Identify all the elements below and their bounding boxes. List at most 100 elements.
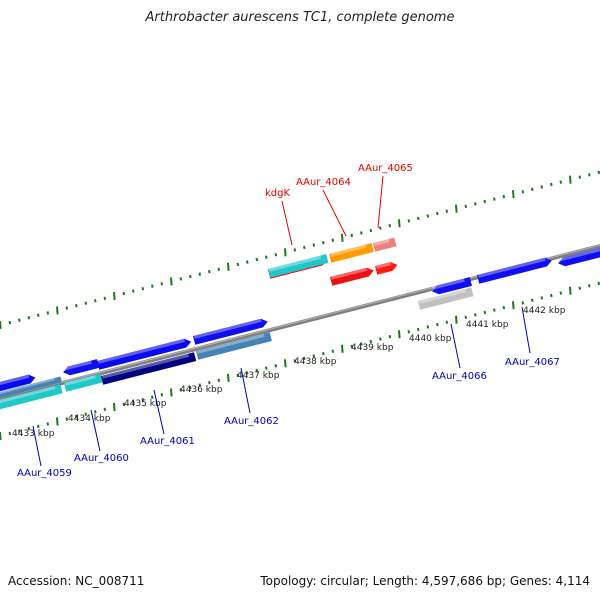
scale-tick xyxy=(170,388,173,397)
scale-tick xyxy=(569,286,572,295)
scale-tick xyxy=(512,190,515,199)
scale-tick xyxy=(94,299,97,303)
scale-tick xyxy=(398,330,401,339)
scale-tick xyxy=(360,231,363,235)
scale-tick xyxy=(122,291,126,296)
gene-label-aaur-4059[interactable]: AAur_4059 xyxy=(17,468,72,479)
scale-tick xyxy=(208,381,211,385)
gene-label-aaur-4067[interactable]: AAur_4067 xyxy=(505,357,560,368)
gene-region-aaur-4062[interactable] xyxy=(196,332,272,360)
genome-summary-text: Topology: circular; Length: 4,597,686 bp… xyxy=(260,574,590,588)
kbp-label: 4437 kbp xyxy=(237,371,280,381)
scale-tick xyxy=(322,351,325,356)
gene-feature-kdgk-region[interactable] xyxy=(268,254,329,278)
scale-tick xyxy=(369,339,373,344)
scale-tick xyxy=(236,262,240,267)
scale-tick xyxy=(274,253,278,257)
gene-region-aaur-4061[interactable] xyxy=(101,352,197,385)
map-title: Arthrobacter aurescens TC1, complete gen… xyxy=(145,10,455,25)
scale-tick xyxy=(284,359,287,368)
gene-label-aaur-4064[interactable]: AAur_4064 xyxy=(296,177,351,188)
scale-tick xyxy=(331,349,335,353)
scale-tick xyxy=(46,422,50,426)
gene-feature-aaur-4068[interactable] xyxy=(557,246,600,268)
scale-tick xyxy=(227,262,230,271)
gene-region-aaur-4059-steel[interactable] xyxy=(0,376,62,403)
gene-feature-aaur-4065-cds[interactable] xyxy=(375,261,399,275)
gene-feature-aaur-4059[interactable] xyxy=(0,373,36,396)
accession-text: Accession: NC_008711 xyxy=(8,574,145,588)
gene-feature-aaur-4061[interactable] xyxy=(97,337,192,370)
scale-tick xyxy=(103,296,107,301)
scale-tick xyxy=(445,320,449,324)
gene-region-aaur-4066[interactable] xyxy=(418,287,474,310)
scale-tick xyxy=(303,356,306,361)
scale-tick xyxy=(426,214,430,218)
scale-tick xyxy=(559,180,563,184)
scale-tick xyxy=(559,291,563,295)
scale-tick xyxy=(236,373,240,378)
scale-tick xyxy=(94,410,97,414)
scale-tick xyxy=(588,173,591,177)
scale-tick xyxy=(493,197,496,201)
scale-tick xyxy=(37,313,40,318)
scale-tick xyxy=(540,185,544,189)
scale-tick xyxy=(293,359,297,363)
scale-tick xyxy=(56,417,59,426)
gene-feature-aaur-4064-cds[interactable] xyxy=(330,266,375,286)
gene-label-aaur-4061[interactable]: AAur_4061 xyxy=(140,436,195,447)
scale-tick xyxy=(464,204,468,208)
scale-tick xyxy=(569,175,572,184)
gene-label-aaur-4066[interactable]: AAur_4066 xyxy=(432,371,487,382)
gene-label-kdgk[interactable]: kdgK xyxy=(265,188,290,199)
scale-tick xyxy=(170,277,173,286)
scale-tick xyxy=(151,284,154,288)
scale-tick xyxy=(550,293,553,298)
scale-tick xyxy=(521,190,525,194)
reverse-gene-labels: AAur_4059 AAur_4060 AAur_4061 AAur_4062 … xyxy=(17,306,560,479)
gene-region-aaur-4059[interactable] xyxy=(0,384,63,414)
scale-tick xyxy=(474,202,477,206)
scale-tick xyxy=(531,298,534,303)
scale-tick xyxy=(65,417,69,421)
forward-gene-labels: kdgK AAur_4064 AAur_4065 xyxy=(265,163,413,246)
gene-label-aaur-4060[interactable]: AAur_4060 xyxy=(74,453,129,464)
gene-label-aaur-4062[interactable]: AAur_4062 xyxy=(224,416,279,427)
scale-tick xyxy=(113,291,116,301)
scale-tick xyxy=(322,240,325,245)
gene-region-aaur-4060[interactable] xyxy=(64,373,104,392)
gene-feature-aaur-4067[interactable] xyxy=(477,256,553,284)
gene-feature-aaur-4064-region[interactable] xyxy=(329,243,374,263)
scale-tick xyxy=(198,272,202,276)
gene-feature-aaur-4060[interactable] xyxy=(62,359,100,377)
scale-tick xyxy=(293,248,297,252)
scale-tick xyxy=(417,327,420,332)
gene-feature-aaur-4065-region[interactable] xyxy=(373,237,397,252)
scale-tick xyxy=(0,431,2,441)
gene-label-aaur-4065[interactable]: AAur_4065 xyxy=(358,163,413,174)
scale-tick xyxy=(312,354,316,358)
scale-tick xyxy=(578,175,582,179)
scale-tick xyxy=(18,429,21,433)
scale-tick xyxy=(8,320,12,325)
scale-tick xyxy=(246,371,249,375)
scale-tick xyxy=(217,378,221,382)
scale-tick xyxy=(331,238,335,242)
scale-tick xyxy=(407,330,411,334)
scale-tick xyxy=(208,270,211,274)
scale-tick xyxy=(141,286,145,291)
scale-tick xyxy=(75,414,78,419)
scale-tick xyxy=(8,431,12,436)
inner-tick-row xyxy=(0,281,600,441)
scale-tick xyxy=(103,407,107,412)
scale-tick xyxy=(113,402,116,412)
gene-feature-aaur-4066[interactable] xyxy=(431,277,472,296)
scale-tick xyxy=(550,182,553,187)
scale-tick xyxy=(360,342,363,346)
gene-feature-aaur-4062[interactable] xyxy=(193,317,269,345)
scale-tick xyxy=(455,204,458,213)
scale-tick xyxy=(379,226,382,230)
kbp-label: 4439 kbp xyxy=(351,343,394,353)
kbp-label: 4438 kbp xyxy=(294,357,337,367)
outer-tick-row xyxy=(0,170,600,330)
